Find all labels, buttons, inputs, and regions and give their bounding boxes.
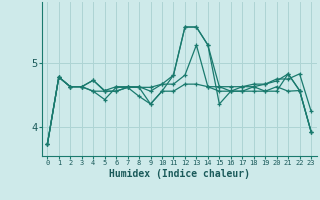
X-axis label: Humidex (Indice chaleur): Humidex (Indice chaleur) xyxy=(109,169,250,179)
